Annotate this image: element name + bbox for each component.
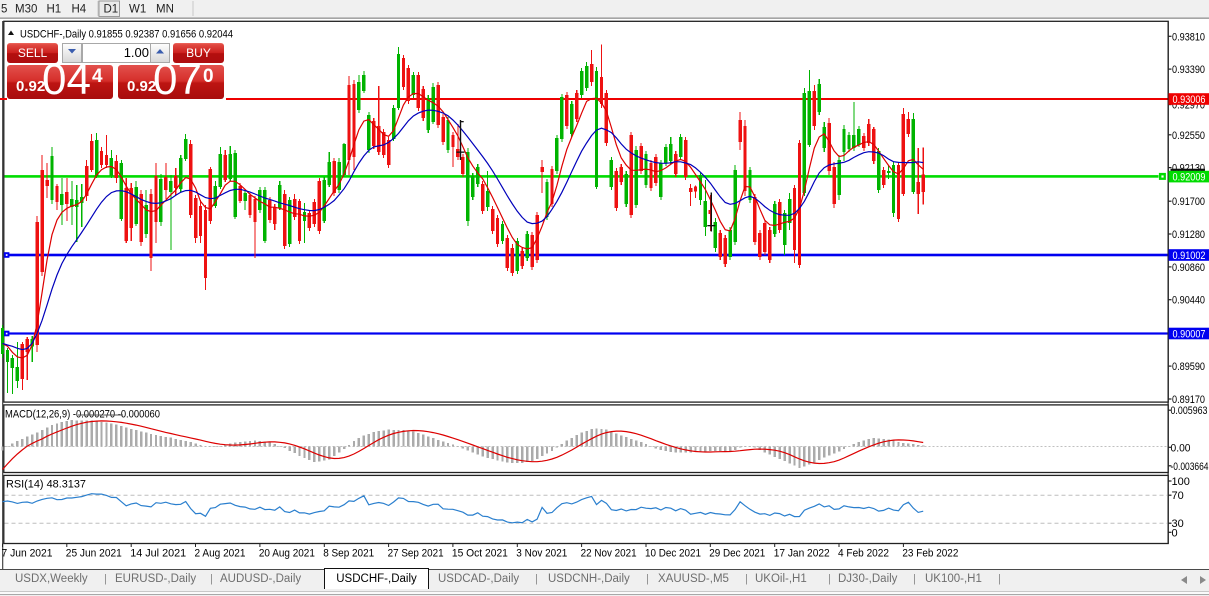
svg-text:27 Sep 2021: 27 Sep 2021 (388, 548, 444, 560)
svg-text:0.92009: 0.92009 (1173, 172, 1206, 184)
svg-text:0.93810: 0.93810 (1172, 31, 1205, 43)
svg-text:3 Nov 2021: 3 Nov 2021 (516, 548, 567, 560)
svg-text:17 Jan 2022: 17 Jan 2022 (774, 548, 830, 560)
svg-text:0.93390: 0.93390 (1172, 64, 1205, 76)
svg-text:0.90007: 0.90007 (1173, 329, 1206, 341)
svg-text:H4: H4 (72, 4, 87, 16)
svg-text:-0.003664: -0.003664 (1171, 461, 1209, 473)
svg-text:10 Dec 2021: 10 Dec 2021 (645, 548, 701, 560)
svg-text:100: 100 (1172, 476, 1190, 488)
svg-text:0.00: 0.00 (1171, 442, 1191, 454)
svg-text:0.91280: 0.91280 (1172, 229, 1205, 241)
svg-text:2 Aug 2021: 2 Aug 2021 (195, 548, 246, 560)
svg-text:D1: D1 (104, 4, 119, 16)
svg-text:W1: W1 (129, 4, 146, 16)
svg-text:8 Sep 2021: 8 Sep 2021 (323, 548, 374, 560)
svg-text:30: 30 (1172, 518, 1184, 530)
svg-text:0.90860: 0.90860 (1172, 262, 1205, 274)
svg-text:4 Feb 2022: 4 Feb 2022 (838, 548, 889, 560)
svg-text:23 Feb 2022: 23 Feb 2022 (902, 548, 958, 560)
svg-text:25 Jun 2021: 25 Jun 2021 (66, 548, 122, 560)
svg-text:USDCHF-,Daily 0.91855 0.92387: USDCHF-,Daily 0.91855 0.92387 0.91656 0.… (20, 29, 233, 41)
svg-text:14 Jul 2021: 14 Jul 2021 (130, 548, 186, 560)
svg-text:0.89590: 0.89590 (1172, 361, 1205, 373)
svg-text:70: 70 (1172, 490, 1184, 502)
svg-text:15 Oct 2021: 15 Oct 2021 (452, 548, 508, 560)
svg-text:0.90440: 0.90440 (1172, 295, 1205, 307)
svg-text:20 Aug 2021: 20 Aug 2021 (259, 548, 315, 560)
svg-text:7 Jun 2021: 7 Jun 2021 (2, 548, 53, 560)
svg-text:RSI(14) 48.3137: RSI(14) 48.3137 (6, 479, 86, 491)
svg-text:0.89170: 0.89170 (1172, 394, 1205, 406)
svg-text:0.92550: 0.92550 (1172, 130, 1205, 142)
svg-text:0.93006: 0.93006 (1173, 94, 1206, 106)
svg-text:0.005963: 0.005963 (1171, 405, 1208, 417)
svg-text:22 Nov 2021: 22 Nov 2021 (581, 548, 637, 560)
svg-text:0: 0 (1172, 527, 1178, 539)
svg-text:MN: MN (156, 4, 174, 16)
svg-text:5: 5 (1, 4, 7, 16)
svg-text:M30: M30 (15, 4, 37, 16)
svg-text:H1: H1 (47, 4, 62, 16)
svg-text:29 Dec 2021: 29 Dec 2021 (709, 548, 765, 560)
svg-text:0.91700: 0.91700 (1172, 196, 1205, 208)
svg-text:0.91002: 0.91002 (1173, 250, 1206, 262)
